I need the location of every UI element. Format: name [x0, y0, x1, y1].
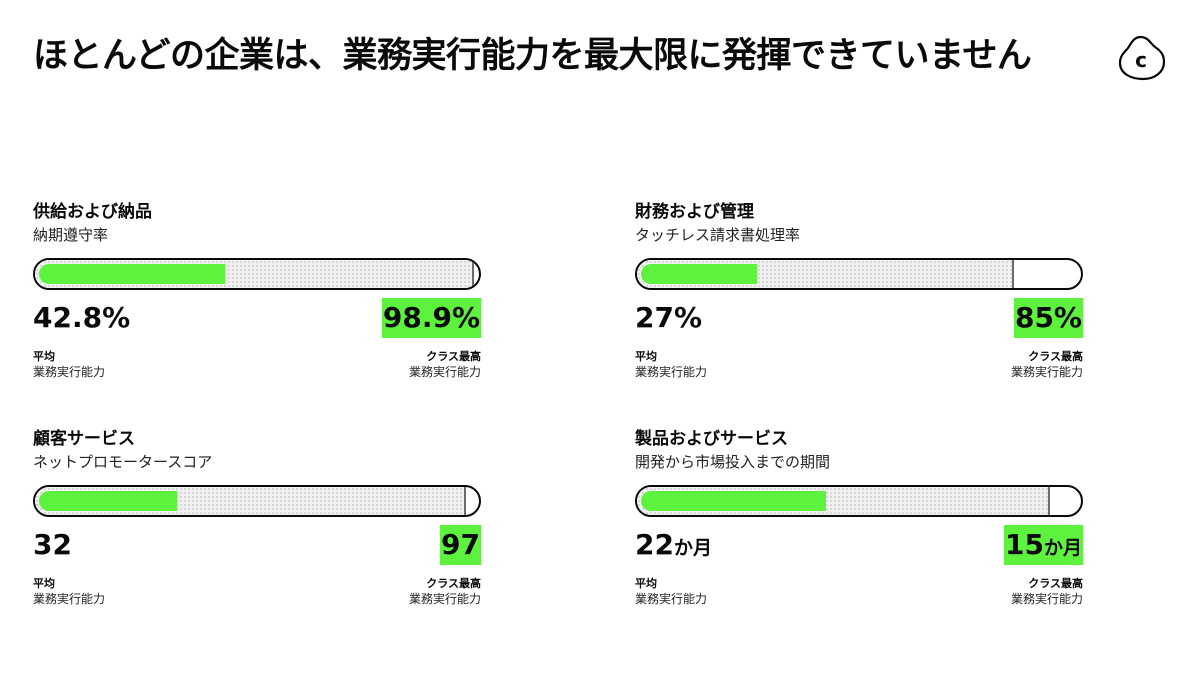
average-bar	[39, 264, 225, 284]
card-title: 顧客サービス	[33, 429, 135, 449]
average-sublabel: 業務実行能力	[635, 592, 708, 606]
best-value: 85%	[1013, 298, 1083, 338]
best-label: クラス最高	[1028, 577, 1083, 590]
best-value: 98.9%	[381, 298, 481, 338]
metric-card-product: 製品およびサービス 開発から市場投入までの期間 22か月 15か月 平均 業務実…	[635, 427, 1083, 627]
average-value: 42.8%	[33, 301, 131, 334]
metric-card-customer-service: 顧客サービス ネットプロモータースコア 32 97 平均 業務実行能力 クラス最…	[33, 427, 481, 627]
average-label: 平均	[33, 577, 55, 590]
logo-letter: c	[1135, 48, 1147, 72]
best-value: 97	[440, 525, 481, 565]
progress-bar	[635, 485, 1083, 517]
best-sublabel: 業務実行能力	[408, 365, 481, 379]
best-sublabel: 業務実行能力	[408, 592, 481, 606]
average-value: 22か月	[635, 528, 712, 561]
average-sublabel: 業務実行能力	[635, 365, 708, 379]
progress-bar	[33, 485, 481, 517]
progress-bar	[33, 258, 481, 290]
average-label: 平均	[33, 350, 55, 363]
card-title: 財務および管理	[635, 202, 754, 222]
page-title: ほとんどの企業は、業務実行能力を最大限に発揮できていません	[33, 36, 1032, 76]
best-sublabel: 業務実行能力	[1010, 592, 1083, 606]
metric-card-supply: 供給および納品 納期遵守率 42.8% 98.9% 平均 業務実行能力 クラス最…	[33, 200, 481, 400]
best-sublabel: 業務実行能力	[1010, 365, 1083, 379]
average-sublabel: 業務実行能力	[33, 592, 106, 606]
card-metric: タッチレス請求書処理率	[635, 226, 801, 244]
average-label: 平均	[635, 350, 657, 363]
average-bar	[39, 491, 177, 511]
best-label: クラス最高	[1028, 350, 1083, 363]
best-label: クラス最高	[426, 350, 481, 363]
metric-card-finance: 財務および管理 タッチレス請求書処理率 27% 85% 平均 業務実行能力 クラ…	[635, 200, 1083, 400]
average-value: 32	[33, 528, 72, 561]
card-title: 製品およびサービス	[635, 429, 788, 449]
logo-icon: c	[1118, 35, 1166, 81]
average-value: 27%	[635, 301, 703, 334]
progress-bar	[635, 258, 1083, 290]
average-bar	[641, 264, 757, 284]
best-value: 15か月	[1004, 525, 1083, 565]
card-metric: 納期遵守率	[33, 226, 109, 244]
average-label: 平均	[635, 577, 657, 590]
card-metric: 開発から市場投入までの期間	[635, 453, 831, 471]
average-bar	[641, 491, 826, 511]
best-label: クラス最高	[426, 577, 481, 590]
card-metric: ネットプロモータースコア	[33, 453, 213, 471]
card-title: 供給および納品	[33, 202, 152, 222]
average-sublabel: 業務実行能力	[33, 365, 106, 379]
